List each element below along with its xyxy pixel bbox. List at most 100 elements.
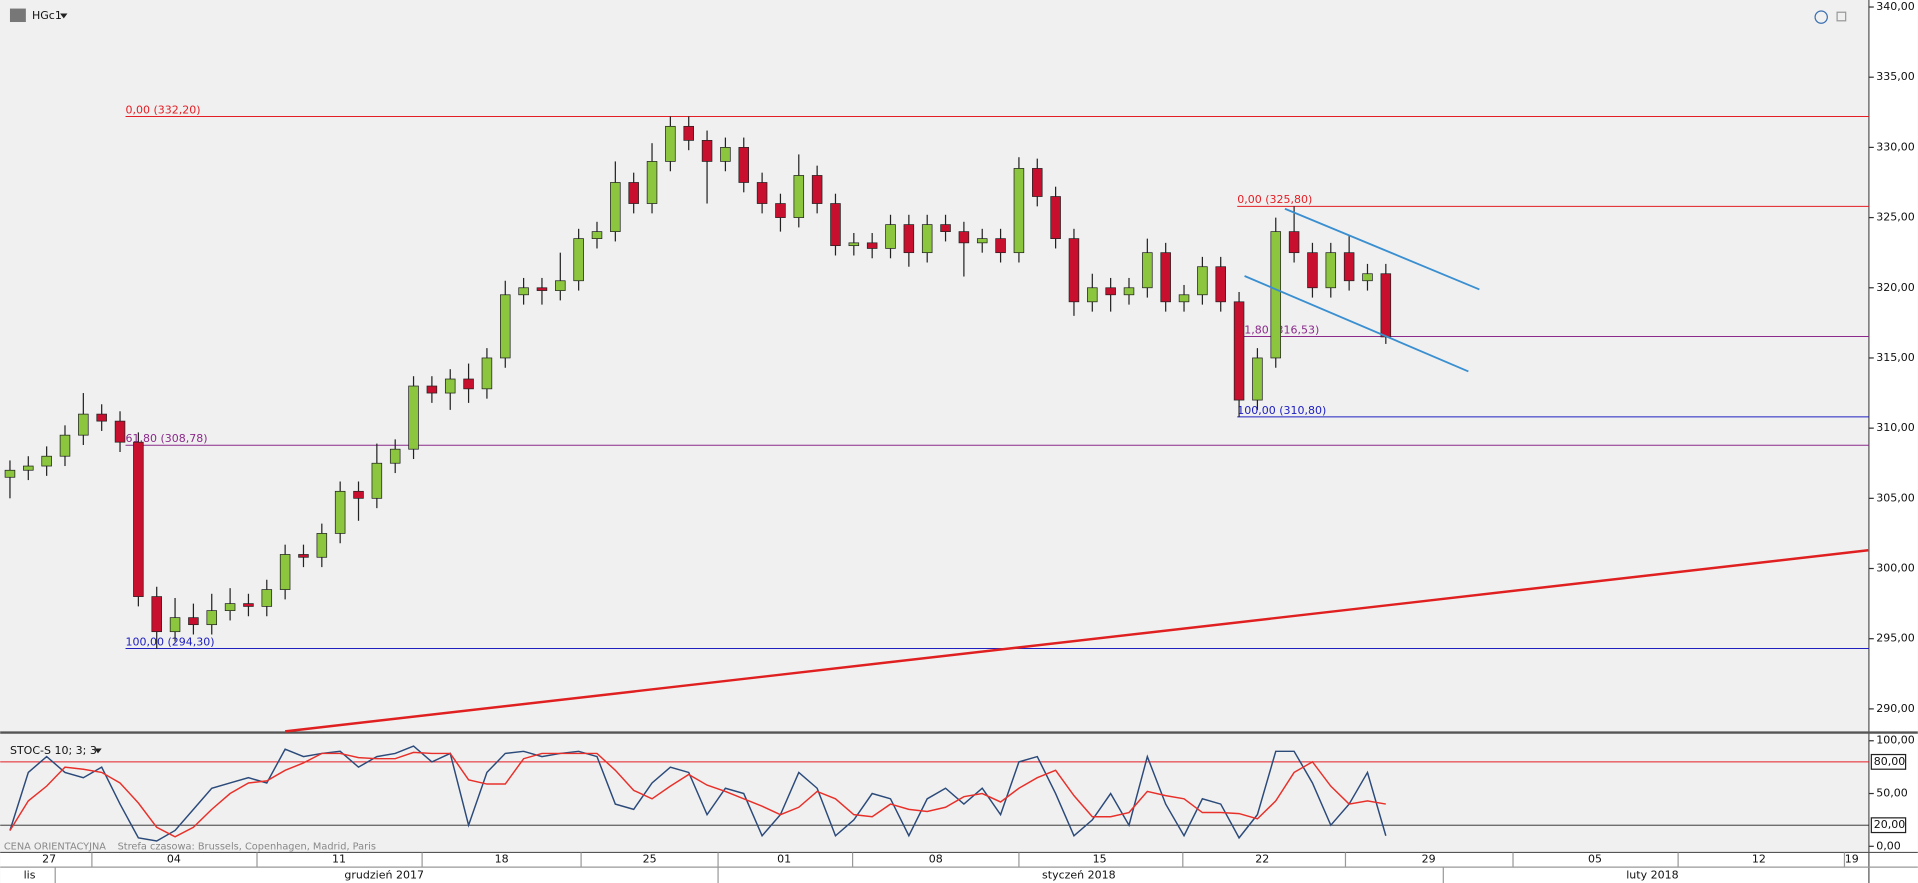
month-label: luty 2018 [1626, 869, 1678, 882]
candle-body [628, 182, 639, 204]
x-tick-label: 04 [167, 853, 181, 866]
candle-body [23, 465, 34, 471]
candle-body [224, 603, 236, 611]
y-tick-label: 330,00 [1876, 140, 1915, 153]
stochastic-line [9, 751, 1386, 838]
candle-body [903, 224, 915, 254]
x-tick-label: 27 [42, 853, 56, 866]
candle-body [1252, 357, 1263, 401]
candle-body [610, 182, 621, 232]
candle-body [279, 554, 291, 590]
candle-body [371, 462, 383, 499]
candle-body [591, 231, 603, 240]
level-tick-label: 80,00 [1874, 755, 1906, 768]
y-tick-label: 335,00 [1876, 70, 1915, 83]
y-tick-label: 0,00 [1876, 839, 1901, 852]
candle-body [481, 357, 493, 390]
candle-body [463, 378, 474, 390]
x-tick-label: 29 [1422, 853, 1436, 866]
x-tick-label: 18 [495, 853, 509, 866]
y-tick-label: 50,00 [1876, 787, 1908, 800]
symbol-title[interactable]: HGc1 [32, 9, 62, 22]
candle-body [921, 224, 933, 254]
candle-body [775, 203, 786, 218]
candle-body [96, 413, 107, 422]
candle-body [1013, 168, 1025, 254]
candle-body [1050, 196, 1061, 240]
month-label: styczeń 2018 [1042, 869, 1116, 882]
candle-body [334, 490, 346, 534]
candle-body [976, 238, 988, 244]
symbol-icon[interactable] [9, 8, 26, 23]
candle-body [848, 242, 860, 247]
candle-body [78, 413, 89, 436]
candle-body [1197, 266, 1208, 296]
candle-body [188, 617, 199, 626]
level-label: 0,00 (325,80) [1237, 193, 1312, 206]
candle-body [1233, 301, 1245, 401]
y-tick-label: 305,00 [1876, 491, 1915, 504]
candle-body [1270, 231, 1282, 359]
stochastic-line [9, 745, 1387, 842]
timezone: Strefa czasowa: Brussels, Copenhagen, Ma… [118, 841, 376, 852]
candle-body [59, 434, 71, 457]
candle-body [683, 125, 694, 141]
level-label: 100,00 (294,30) [126, 635, 215, 648]
month-label: grudzień 2017 [344, 869, 424, 882]
level-box [1870, 817, 1907, 834]
dropdown-arrow[interactable] [60, 13, 68, 19]
candle-body [4, 469, 16, 478]
dropdown-arrow[interactable] [94, 748, 102, 754]
candle-body [701, 140, 713, 162]
panel-icon[interactable] [1836, 11, 1847, 22]
y-tick-label: 310,00 [1876, 421, 1915, 434]
candle-body [830, 203, 841, 247]
candle-body [1105, 287, 1116, 296]
candle-body [426, 385, 438, 394]
candle-body [114, 420, 126, 443]
y-tick-label: 340,00 [1876, 0, 1915, 13]
candle-body [866, 242, 878, 249]
price-type: CENA ORIENTACYJNA [4, 841, 106, 852]
indicator-title[interactable]: STOC-S 10; 3; 3 [10, 744, 97, 757]
candle-body [1307, 252, 1318, 289]
x-tick-label: 05 [1588, 853, 1602, 866]
x-tick-label: 01 [777, 853, 791, 866]
candle-body [500, 294, 511, 359]
candle-body [1142, 252, 1153, 289]
candle-body [1123, 287, 1135, 296]
candle-body [133, 441, 144, 597]
candle-body [573, 238, 584, 282]
level-box [1870, 753, 1907, 770]
x-tick-label: 19 [1845, 853, 1859, 866]
candle-body [389, 448, 401, 464]
trend-line [1244, 275, 1469, 373]
candle-body [169, 617, 181, 633]
y-tick-label: 315,00 [1876, 351, 1915, 364]
x-tick-label: 12 [1752, 853, 1766, 866]
x-tick-label: 22 [1255, 853, 1269, 866]
candle-body [1215, 266, 1226, 303]
x-tick-label: 15 [1093, 853, 1107, 866]
candle-body [720, 147, 731, 162]
candle-body [1068, 238, 1080, 303]
y-tick-label: 290,00 [1876, 702, 1915, 715]
candle-body [1160, 252, 1171, 303]
level-tick-label: 20,00 [1874, 818, 1906, 831]
candle-body [555, 280, 566, 291]
candle-body [738, 147, 750, 183]
candle-body [206, 610, 218, 626]
candle-body [243, 603, 254, 607]
trend-line [284, 549, 1869, 733]
level-label: 61,80 (308,78) [126, 432, 208, 445]
clock-icon[interactable] [1814, 10, 1828, 24]
y-tick-label: 320,00 [1876, 281, 1915, 294]
candle-body [408, 385, 419, 450]
candle-body [1343, 252, 1355, 282]
candle-body [41, 455, 52, 467]
x-tick-label: 08 [929, 853, 943, 866]
candle-body [940, 224, 951, 232]
